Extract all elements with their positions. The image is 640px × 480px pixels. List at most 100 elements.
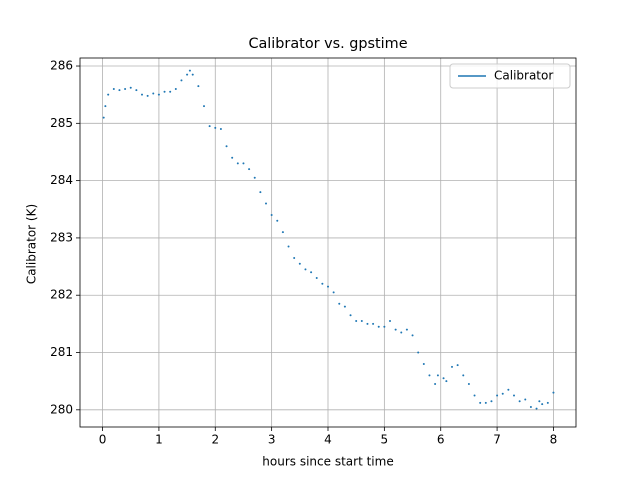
- data-point: [538, 400, 541, 403]
- y-tick-label: 281: [50, 345, 73, 359]
- data-point: [180, 79, 183, 82]
- data-point: [473, 394, 476, 397]
- data-point: [219, 128, 222, 131]
- data-point: [287, 245, 290, 248]
- x-tick-label: 6: [437, 433, 445, 447]
- x-tick-label: 0: [99, 433, 107, 447]
- data-point: [507, 388, 510, 391]
- data-point: [332, 291, 335, 294]
- data-point: [236, 162, 239, 165]
- data-point: [146, 94, 149, 97]
- data-point: [152, 92, 155, 95]
- x-tick-label: 8: [550, 433, 558, 447]
- data-point: [343, 305, 346, 308]
- data-point: [265, 202, 267, 205]
- data-point: [496, 394, 499, 397]
- data-point: [518, 400, 521, 403]
- data-point: [451, 365, 453, 368]
- data-point: [124, 87, 127, 90]
- data-point: [107, 93, 110, 96]
- data-point: [479, 401, 482, 404]
- data-point: [405, 328, 408, 331]
- data-point: [546, 401, 549, 404]
- data-point: [462, 374, 465, 377]
- data-point: [169, 90, 172, 93]
- y-tick-label: 282: [50, 288, 73, 302]
- data-point: [490, 400, 493, 403]
- x-tick-label: 3: [268, 433, 276, 447]
- y-tick-label: 286: [50, 59, 73, 73]
- x-axis-label: hours since start time: [262, 455, 393, 469]
- plot-frame: [79, 57, 577, 428]
- data-point: [242, 162, 245, 165]
- data-point: [501, 392, 504, 395]
- y-tick-label: 284: [50, 173, 73, 187]
- data-point: [118, 89, 121, 92]
- data-point: [248, 168, 251, 171]
- data-point: [270, 213, 273, 216]
- data-point: [186, 73, 189, 76]
- y-tick-label: 285: [50, 116, 73, 130]
- data-point: [298, 262, 301, 265]
- data-point: [360, 319, 363, 322]
- data-point: [428, 374, 431, 377]
- data-point: [400, 331, 403, 334]
- data-point: [315, 277, 318, 280]
- data-point: [321, 282, 324, 285]
- data-point: [188, 69, 191, 72]
- data-point: [203, 105, 205, 108]
- data-point: [225, 145, 228, 148]
- x-tick-label: 1: [155, 433, 163, 447]
- data-point: [434, 383, 437, 386]
- data-point: [259, 191, 262, 194]
- data-point: [484, 401, 487, 404]
- chart-title: Calibrator vs. gpstime: [248, 36, 407, 52]
- data-point: [104, 105, 107, 108]
- x-tick-label: 2: [211, 433, 219, 447]
- data-point: [231, 156, 234, 159]
- x-tick-label: 4: [324, 433, 332, 447]
- data-point: [304, 268, 307, 271]
- data-point: [377, 325, 380, 328]
- data-point: [310, 271, 313, 274]
- data-point: [436, 374, 439, 377]
- data-point: [417, 351, 420, 354]
- y-axis-label: Calibrator (K): [25, 204, 39, 284]
- data-point: [102, 116, 105, 119]
- data-point: [157, 93, 160, 96]
- data-point: [411, 334, 414, 337]
- data-point: [135, 89, 138, 92]
- data-point: [191, 73, 194, 76]
- data-point: [281, 231, 284, 234]
- data-point: [445, 380, 448, 383]
- data-point: [456, 364, 459, 367]
- legend-label: Calibrator: [494, 69, 553, 83]
- data-point: [208, 125, 211, 128]
- data-point: [293, 256, 296, 259]
- x-tick-label: 7: [493, 433, 501, 447]
- data-point: [366, 322, 369, 325]
- data-point: [349, 314, 352, 317]
- data-point: [541, 403, 544, 406]
- data-point: [442, 377, 445, 380]
- data-point: [276, 219, 279, 222]
- data-point: [422, 362, 425, 365]
- data-point: [327, 285, 329, 288]
- data-point: [529, 405, 532, 408]
- data-point: [141, 93, 143, 96]
- data-point: [174, 87, 177, 90]
- data-point: [372, 322, 375, 325]
- data-point: [394, 328, 397, 331]
- data-point: [355, 319, 358, 322]
- data-point: [524, 398, 527, 401]
- data-point: [338, 302, 341, 305]
- data-point: [552, 391, 555, 394]
- data-point: [112, 87, 115, 90]
- legend-box: [449, 63, 571, 89]
- x-tick-label: 5: [381, 433, 389, 447]
- data-point: [535, 407, 538, 410]
- data-point: [129, 86, 132, 89]
- data-point: [383, 325, 386, 328]
